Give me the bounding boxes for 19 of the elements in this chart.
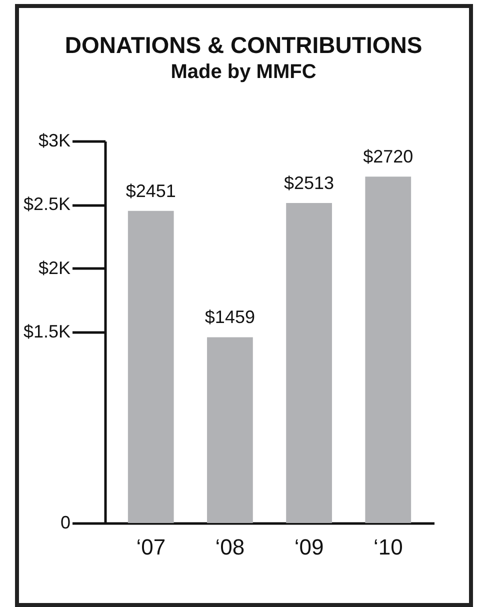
x-tick-label: ‘09 — [294, 534, 324, 560]
x-tick-label: ‘10 — [373, 534, 403, 560]
y-tick-label: $3K — [38, 130, 70, 150]
bar — [128, 210, 174, 523]
y-tick-label: $2K — [38, 258, 70, 278]
x-tick-label: ‘08 — [215, 534, 245, 560]
data-label: $2720 — [363, 146, 414, 167]
y-tick-label: 0 — [60, 512, 70, 532]
bar — [286, 203, 332, 523]
chart-subtitle: Made by MMFC — [170, 61, 316, 83]
x-tick-label: ‘07 — [136, 534, 166, 560]
bar — [365, 176, 412, 523]
chart-title: DONATIONS & CONTRIBUTIONS — [64, 32, 422, 58]
y-tick-label: $2.5K — [23, 194, 70, 214]
bar — [207, 337, 253, 523]
data-label: $2513 — [284, 173, 334, 194]
data-label: $1459 — [204, 307, 255, 328]
y-tick-label: $1.5K — [23, 322, 70, 342]
data-label: $2451 — [126, 180, 176, 201]
